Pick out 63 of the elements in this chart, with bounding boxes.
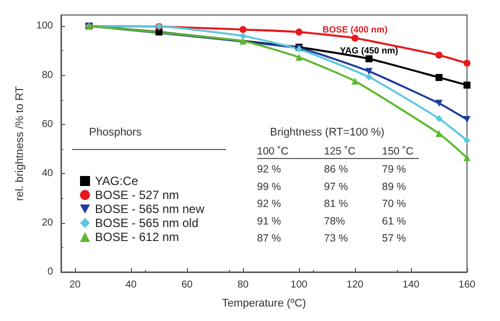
point: [436, 74, 442, 81]
point: [240, 26, 246, 34]
annotation: 92 %: [257, 198, 281, 210]
annotation: 61 %: [382, 215, 406, 228]
annotation: 99 %: [257, 180, 281, 193]
annotation: 92 %: [257, 164, 281, 176]
x-tick-label: 100: [290, 280, 308, 290]
y-tick-label: 0: [47, 266, 54, 278]
annotation: 150 ˚C: [382, 146, 414, 158]
point: [464, 154, 470, 162]
x-tick-label: 60: [181, 280, 193, 290]
annotation: Brightness (RT=100 %): [270, 126, 384, 138]
point: [464, 82, 470, 89]
x-tick-label: 160: [458, 280, 476, 290]
x-tick-label: 20: [69, 280, 81, 290]
point: [436, 52, 442, 59]
annotation: 125 ˚C: [324, 146, 356, 158]
point: [240, 32, 246, 40]
point: [436, 130, 442, 138]
point: [436, 100, 442, 107]
x-tick-label: 140: [402, 280, 420, 290]
point: [240, 38, 246, 45]
point: [366, 73, 372, 80]
annotation: 89 %: [382, 180, 406, 193]
legend-label: BOSE - 612 nm: [95, 230, 180, 244]
point: [464, 136, 470, 144]
point: [464, 116, 470, 124]
legend-label: YAG:Ce: [95, 174, 138, 188]
point: [352, 78, 358, 85]
annotation: 81 %: [324, 198, 348, 210]
point: [296, 28, 302, 36]
annotation: 91 %: [257, 215, 281, 228]
legend-label: BOSE - 565 nm new: [95, 202, 205, 216]
annotation: 57 %: [382, 232, 406, 245]
y-tick-label: 100: [36, 20, 54, 32]
y-tick-label: 60: [42, 118, 54, 130]
y-axis-title: rel. brightness /% to RT: [14, 86, 26, 201]
annotation: 86 %: [324, 164, 348, 176]
point: [464, 60, 470, 67]
y-tick-label: 40: [42, 168, 54, 180]
point: [352, 34, 358, 42]
annotation: YAG (450 nm): [340, 45, 398, 56]
legend-title: Phosphors: [89, 126, 142, 138]
x-tick-label: 40: [125, 280, 137, 290]
x-tick-label: 120: [346, 280, 364, 290]
point: [296, 54, 302, 61]
legend-label: BOSE - 527 nm: [95, 188, 180, 202]
annotation: 87 %: [257, 232, 281, 245]
y-tick-label: 80: [42, 70, 54, 81]
annotation: 97 %: [324, 180, 348, 193]
legend-label: BOSE - 565 nm old: [95, 216, 198, 230]
point: [366, 68, 372, 75]
annotation: 73 %: [324, 232, 348, 245]
annotation: BOSE (400 nm): [322, 24, 388, 35]
annotation: 70 %: [382, 198, 406, 210]
annotation: 78%: [324, 215, 346, 228]
point: [366, 55, 372, 62]
point: [436, 115, 442, 122]
y-tick-label: 20: [42, 217, 54, 228]
x-axis-title: Temperature (ºC): [222, 298, 306, 310]
annotation: 79 %: [382, 164, 406, 176]
x-tick-label: 80: [237, 280, 249, 290]
annotation: 100 ˚C: [257, 146, 289, 158]
